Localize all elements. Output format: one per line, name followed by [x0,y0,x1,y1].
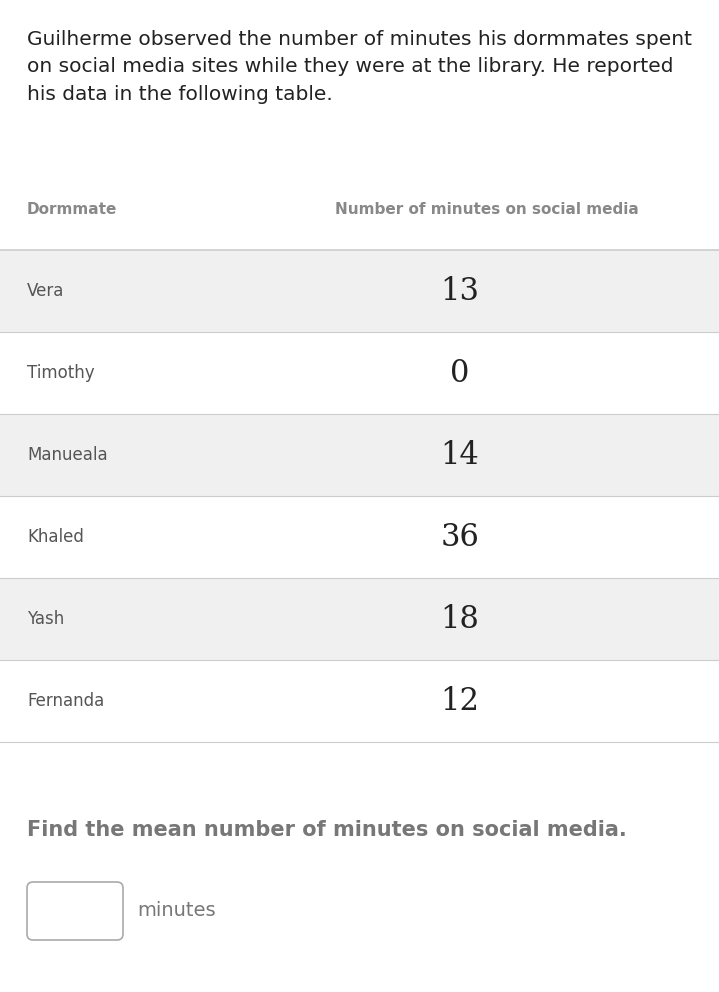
Text: Number of minutes on social media: Number of minutes on social media [335,202,638,217]
Text: 0: 0 [450,357,470,389]
Text: 36: 36 [441,522,480,553]
Text: Find the mean number of minutes on social media.: Find the mean number of minutes on socia… [27,820,627,840]
Text: Vera: Vera [27,282,65,300]
Text: 14: 14 [441,439,480,470]
Bar [0,414,719,496]
Bar [0,660,719,742]
Bar [0,332,719,414]
FancyBboxPatch shape [27,882,123,940]
Text: Guilherme observed the number of minutes his dormmates spent
on social media sit: Guilherme observed the number of minutes… [27,30,692,103]
Text: Khaled: Khaled [27,528,84,546]
Bar [0,496,719,578]
Text: 12: 12 [441,685,480,716]
Text: 18: 18 [441,603,480,635]
Text: Fernanda: Fernanda [27,692,104,710]
Bar [0,578,719,660]
Bar [0,250,719,332]
Text: Dormmate: Dormmate [27,202,117,217]
Text: Manueala: Manueala [27,446,108,464]
Text: minutes: minutes [137,902,216,921]
Text: Yash: Yash [27,610,64,628]
Text: 13: 13 [441,276,480,307]
Text: Timothy: Timothy [27,364,95,382]
